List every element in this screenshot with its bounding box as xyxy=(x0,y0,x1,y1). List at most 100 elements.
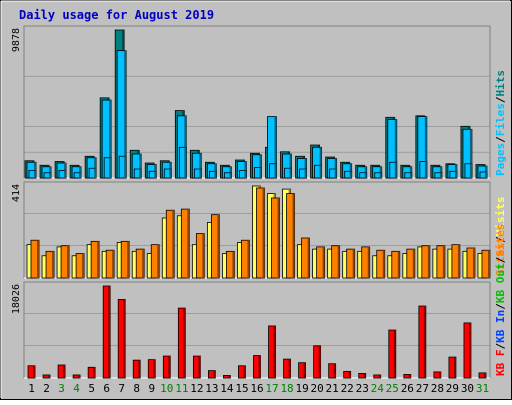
bar-sites-day-12 xyxy=(195,233,205,279)
bar-pages-day-1-shade xyxy=(34,170,36,178)
bar-pages-day-6 xyxy=(103,157,112,179)
bar-sites-day-7-shade xyxy=(127,241,130,278)
bar-pages-day-9-shade xyxy=(154,171,157,178)
bar-sites-day-12-shade xyxy=(202,233,205,278)
bar-kbf-day-27 xyxy=(418,305,427,379)
day-label-20: 20 xyxy=(311,382,324,395)
day-label-10: 10 xyxy=(160,382,173,395)
bar-pages-day-18-shade xyxy=(289,168,292,178)
bar-kbf-day-17 xyxy=(268,325,276,379)
bar-sites-day-26 xyxy=(406,248,416,279)
bar-sites-day-21-shade xyxy=(337,245,340,278)
bar-sites-day-13 xyxy=(210,214,220,279)
bar-pages-day-13-shade xyxy=(214,171,217,178)
day-label-14: 14 xyxy=(220,382,234,395)
bar-sites-day-24 xyxy=(376,249,386,279)
bar-pages-day-10 xyxy=(163,168,172,179)
bar-pages-day-18 xyxy=(284,167,292,179)
bar-kbf-day-21-shade xyxy=(333,363,336,378)
day-label-8: 8 xyxy=(133,382,140,395)
chart-title: Daily usage for August 2019 xyxy=(19,8,214,22)
bar-sites-day-4-shade xyxy=(82,253,85,278)
bar-kbf-day-14 xyxy=(223,375,231,379)
bar-pages-day-3-shade xyxy=(64,170,67,178)
bar-sites-day-20 xyxy=(316,246,326,279)
legend-item: Pages xyxy=(494,143,507,176)
bar-pages-day-17 xyxy=(269,163,277,179)
bar-pages-day-16-shade xyxy=(259,167,262,178)
bar-kbf-day-24-shade xyxy=(378,374,381,378)
bar-pages-day-19-shade xyxy=(304,169,307,178)
day-label-19: 19 xyxy=(295,382,308,395)
bar-kbf-day-13-shade xyxy=(213,370,216,378)
bar-files-day-25-shade xyxy=(394,119,397,178)
bar-pages-day-8-shade xyxy=(139,169,142,178)
bar-sites-day-8 xyxy=(135,248,145,279)
bar-pages-day-31-shade xyxy=(484,172,487,178)
bar-kbf-day-26 xyxy=(403,374,412,379)
bar-sites-day-17-shade xyxy=(277,198,280,278)
bar-pages-day-23-shade xyxy=(364,172,367,178)
bar-files-day-18-shade xyxy=(289,154,292,178)
bar-files-day-19-shade xyxy=(304,158,307,178)
bar-pages-day-6-shade xyxy=(109,157,112,178)
bar-sites-day-29 xyxy=(451,244,461,279)
bar-sites-day-7 xyxy=(120,240,130,279)
bar-sites-day-20-shade xyxy=(322,246,325,278)
bar-files-day-21-shade xyxy=(334,158,337,178)
legend: Sites/Visits xyxy=(494,197,507,277)
day-label-4: 4 xyxy=(73,382,80,395)
bar-files-day-6-shade xyxy=(109,100,112,178)
bar-kbf-day-2 xyxy=(42,374,51,379)
bar-kbf-day-20 xyxy=(313,345,322,379)
bar-pages-day-11-shade xyxy=(184,147,187,178)
bar-sites-day-5 xyxy=(90,240,100,279)
day-label-12: 12 xyxy=(190,382,203,395)
y-max-label: 18026 xyxy=(11,284,22,314)
bar-pages-day-11 xyxy=(178,146,187,179)
bar-pages-day-4-shade xyxy=(79,172,82,178)
bar-kbf-day-18-shade xyxy=(288,359,291,378)
bar-sites-day-30-shade xyxy=(472,248,475,278)
bar-kbf-day-3-shade xyxy=(63,364,66,378)
bar-sites-day-21 xyxy=(331,245,341,279)
bar-kbf-day-28-shade xyxy=(438,371,441,378)
bar-sites-day-22 xyxy=(346,248,356,279)
bar-files-day-12-shade xyxy=(199,153,202,178)
day-label-5: 5 xyxy=(88,382,95,395)
bar-sites-day-1 xyxy=(30,239,40,279)
day-label-28: 28 xyxy=(431,382,444,395)
bar-kbf-day-10-shade xyxy=(168,356,171,378)
bar-sites-day-10-shade xyxy=(172,210,175,278)
legend-item: KB In xyxy=(494,310,507,343)
bar-pages-day-26-shade xyxy=(409,172,412,178)
bar-sites-day-14-shade xyxy=(232,251,235,278)
day-label-21: 21 xyxy=(326,382,339,395)
bar-kbf-day-19 xyxy=(298,362,306,379)
bar-pages-day-27-shade xyxy=(424,161,427,178)
legend: Pages/Files/Hits xyxy=(494,70,507,176)
legend-item: / xyxy=(494,236,507,243)
bar-sites-day-15-shade xyxy=(247,240,250,278)
bar-files-day-27-shade xyxy=(424,116,427,178)
bar-kbf-day-9-shade xyxy=(153,359,156,378)
bar-kbf-day-15 xyxy=(238,365,246,379)
bar-kbf-day-16 xyxy=(253,355,261,379)
bar-kbf-day-20-shade xyxy=(318,345,321,378)
bar-sites-day-14 xyxy=(226,250,235,279)
bar-kbf-day-7-shade xyxy=(123,299,126,378)
bar-sites-day-18-shade xyxy=(292,193,295,278)
bar-sites-day-16 xyxy=(256,187,265,279)
legend-item: / xyxy=(494,136,507,143)
bar-pages-day-14 xyxy=(224,172,232,179)
bar-pages-day-16-body xyxy=(254,167,262,179)
bar-sites-day-3-shade xyxy=(67,245,70,278)
bar-kbf-day-25-shade xyxy=(393,330,396,378)
bar-pages-day-25-shade xyxy=(394,162,397,178)
bar-pages-day-25 xyxy=(389,161,398,179)
bar-kbf-day-13 xyxy=(208,370,216,379)
legend-item: Visits xyxy=(494,197,507,237)
legend-item: Files xyxy=(494,103,507,136)
day-label-15: 15 xyxy=(235,382,248,395)
